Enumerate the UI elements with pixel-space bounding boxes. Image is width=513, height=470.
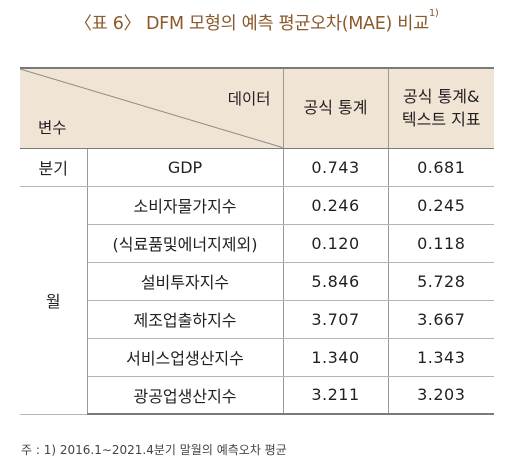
- variable-name: 서비스업생산지수: [87, 338, 284, 377]
- value-official: 1.340: [283, 338, 389, 377]
- value-official: 5.846: [283, 262, 389, 301]
- table-row: 광공업생산지수 3.211 3.203: [20, 376, 494, 415]
- header-variable-label: 변수: [38, 118, 67, 137]
- variable-name: 설비투자지수: [87, 262, 284, 301]
- table-row: 제조업출하지수 3.707 3.667: [20, 300, 494, 339]
- value-official-text: 3.667: [388, 300, 494, 339]
- header-col4-line1: 공식 통계&: [403, 87, 480, 107]
- value-official: 0.743: [283, 148, 389, 187]
- variable-name: GDP: [87, 148, 284, 187]
- footnote: 주 : 1) 2016.1∼2021.4분기 말월의 예측오차 평균: [21, 443, 287, 457]
- variable-name: 광공업생산지수: [87, 376, 284, 415]
- mae-comparison-table: 데이터 변수 공식 통계 공식 통계& 텍스트 지표 분기 GDP 0.743 0…: [20, 67, 494, 415]
- variable-name: 소비자물가지수: [87, 186, 284, 225]
- table-row: (식료품및에너지제외) 0.120 0.118: [20, 224, 494, 263]
- variable-name: (식료품및에너지제외): [87, 224, 284, 263]
- table-title-text: 〈표 6〉 DFM 모형의 예측 평균오차(MAE) 비교: [74, 14, 429, 34]
- header-official-stats-text: 공식 통계: [303, 98, 368, 118]
- header-corner-cell: 데이터 변수: [20, 67, 284, 149]
- table-title: 〈표 6〉 DFM 모형의 예측 평균오차(MAE) 비교1): [0, 8, 513, 35]
- header-row: 데이터 변수 공식 통계 공식 통계& 텍스트 지표: [20, 67, 494, 149]
- value-official: 0.246: [283, 186, 389, 225]
- category-monthly: 월: [20, 186, 88, 415]
- value-official-text: 0.245: [388, 186, 494, 225]
- diagonal-line: [20, 69, 283, 148]
- title-footnote-mark: 1): [428, 8, 439, 19]
- value-official-text: 5.728: [388, 262, 494, 301]
- table-row: 설비투자지수 5.846 5.728: [20, 262, 494, 301]
- header-data-label: 데이터: [227, 90, 271, 108]
- value-official-text: 1.343: [388, 338, 494, 377]
- header-official-text-indicator: 공식 통계& 텍스트 지표: [388, 67, 494, 149]
- category-quarterly: 분기: [20, 148, 88, 187]
- value-official: 3.211: [283, 376, 389, 415]
- value-official: 3.707: [283, 300, 389, 339]
- table-row: 분기 GDP 0.743 0.681: [20, 148, 494, 187]
- value-official: 0.120: [283, 224, 389, 263]
- value-official-text: 0.681: [388, 148, 494, 187]
- table-row: 서비스업생산지수 1.340 1.343: [20, 338, 494, 377]
- value-official-text: 3.203: [388, 376, 494, 415]
- value-official-text: 0.118: [388, 224, 494, 263]
- variable-name: 제조업출하지수: [87, 300, 284, 339]
- header-official-stats: 공식 통계: [283, 67, 389, 149]
- table-row: 월 소비자물가지수 0.246 0.245: [20, 186, 494, 415]
- header-col4-line2: 텍스트 지표: [401, 110, 481, 130]
